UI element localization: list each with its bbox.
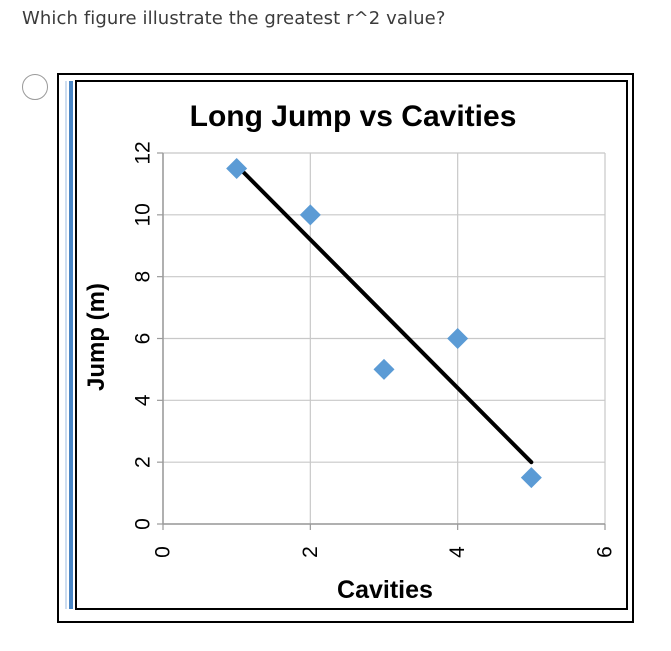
y-tick-label: 0 — [132, 518, 155, 530]
data-points — [226, 157, 542, 489]
x-tick-label: 4 — [446, 546, 469, 558]
y-tick-label: 2 — [132, 456, 155, 468]
chart-area-border — [75, 80, 628, 610]
x-tick-label: 6 — [594, 546, 617, 558]
left-accent-bar — [69, 81, 73, 609]
answer-radio-button[interactable] — [22, 74, 48, 100]
y-tick-label: 4 — [132, 394, 155, 406]
y-axis-label: Jump (m) — [83, 283, 110, 391]
y-tick-label: 8 — [132, 271, 155, 283]
data-point — [299, 204, 321, 226]
x-axis-label: Cavities — [337, 576, 433, 604]
question-text: Which figure illustrate the greatest r^2… — [22, 8, 446, 29]
x-tick-label: 2 — [299, 546, 322, 558]
trendline-group — [234, 163, 534, 465]
data-point — [447, 328, 469, 349]
y-tick-label: 12 — [132, 141, 155, 164]
data-point — [520, 467, 542, 489]
gridlines — [162, 152, 606, 525]
data-point — [226, 157, 248, 179]
trendline — [234, 163, 534, 465]
y-tick-label: 6 — [132, 333, 155, 345]
axes: 0 2 4 6 8 10 12 0 2 4 6 — [132, 141, 617, 558]
chart-title: Long Jump vs Cavities — [190, 100, 517, 133]
data-point — [373, 358, 395, 380]
x-tick-label: 0 — [152, 546, 175, 558]
y-tick-label: 10 — [132, 203, 155, 226]
